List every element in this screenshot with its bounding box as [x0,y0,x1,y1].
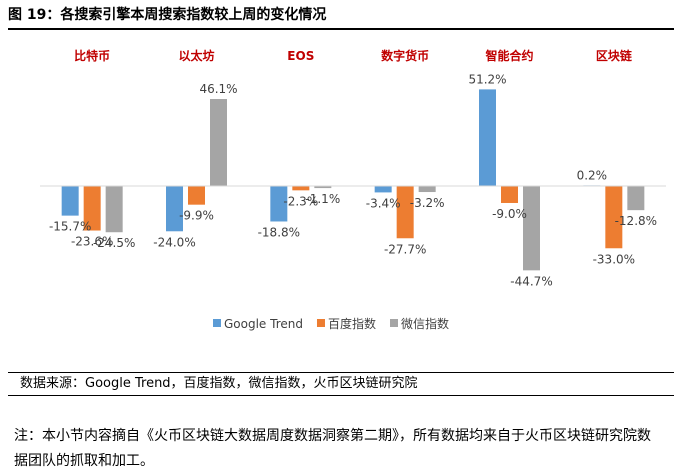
category-label: 区块链 [596,48,633,63]
data-label: -18.8% [258,225,300,239]
bar [523,186,540,271]
bar [292,186,310,191]
data-label: -3.4% [366,196,401,210]
source-text: 数据来源：Google Trend，百度指数，微信指数，火币区块链研究院 [20,376,418,391]
source-rule-bottom [8,395,674,396]
category-labels: 比特币 以太坊 EOS 数字货币 智能合约 区块链 [74,48,633,63]
data-label: -24.0% [153,235,195,249]
bar-chart: 比特币 以太坊 EOS 数字货币 智能合约 区块链 -15.7%-23.6%-24.5% -… [40,48,666,331]
legend: Google Trend 百度指数 微信指数 [213,316,449,331]
bar [418,186,436,193]
data-label: -12.8% [615,214,657,228]
bar [270,186,288,222]
bar [105,186,123,233]
data-label: -2.3% [283,194,318,208]
data-label: -33.0% [593,252,635,266]
bar [479,89,496,186]
data-label: -44.7% [510,274,552,288]
data-labels: -15.7%-23.6%-24.5% -24.0% -9.9% 46.1% -18.8%… [49,72,657,288]
bar [83,186,101,231]
bar [501,186,518,203]
bar [188,186,205,205]
bars [61,89,645,271]
data-label: -3.2% [410,196,445,210]
data-label: -1.1% [305,192,340,206]
bar [396,186,414,239]
category-label: EOS [287,49,314,63]
data-label: -9.0% [492,207,527,221]
bar [374,186,392,193]
legend-label: Google Trend [224,317,303,331]
data-label: 46.1% [199,82,237,96]
bar [627,186,645,211]
data-label: -9.9% [179,209,214,223]
bar [314,186,332,189]
data-label: -27.7% [384,242,426,256]
legend-label: 微信指数 [401,316,449,331]
category-label: 数字货币 [381,48,429,63]
category-label: 比特币 [74,48,110,63]
data-label: -15.7% [49,220,91,234]
note-text: 注：本小节内容摘自《火币区块链大数据周度数据洞察第二期》，所有数据均来自于火币区… [14,428,651,469]
legend-swatch [316,319,325,327]
category-label: 以太坊 [178,48,214,63]
figure-title: 图 19：各搜索引擎本周搜索指数较上周的变化情况 [8,7,327,23]
data-label: 0.2% [577,168,608,182]
bar [605,186,623,249]
legend-label: 百度指数 [328,316,376,331]
data-label: -23.6% [71,235,113,249]
bar [166,186,183,232]
top-rule [8,28,674,30]
data-label: -24.5% [93,236,135,250]
data-label: 51.2% [468,72,506,86]
bar [210,99,227,186]
category-label: 智能合约 [484,48,533,63]
bar [61,186,79,216]
source-rule-top [8,372,674,373]
legend-swatch [213,319,221,327]
legend-swatch [390,319,398,327]
